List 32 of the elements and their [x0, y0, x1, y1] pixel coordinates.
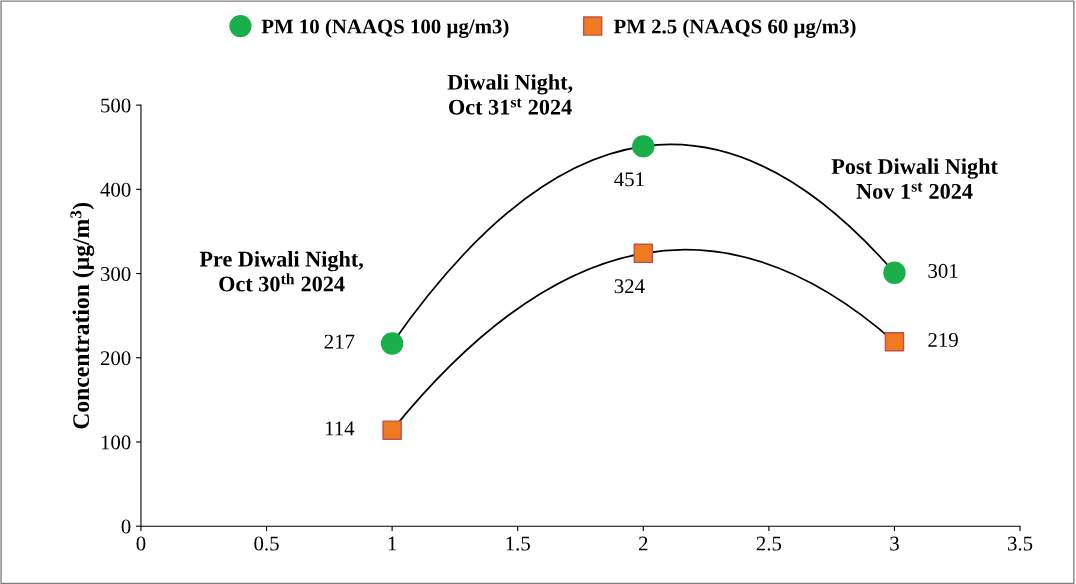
annotation: Pre Diwali Night, Oct 30$^{th}$ 2024: [199, 250, 363, 292]
point: [380, 332, 404, 355]
x-tick-label: 2.5: [756, 536, 782, 551]
point: [883, 261, 906, 284]
point: [632, 135, 655, 158]
point: [633, 243, 654, 264]
y-tick-label: 300: [100, 266, 131, 281]
y-axis-title: Concentration (µg/m$^{3}$): [70, 202, 95, 429]
y-tick-label: 0: [121, 519, 131, 534]
x-tick-label: 2: [639, 536, 648, 551]
data-label: 301: [928, 263, 958, 278]
x-tick-label: 3.5: [1008, 536, 1033, 551]
x-tick-label: 0: [136, 536, 146, 551]
x-tick-label: 1: [388, 536, 397, 551]
point: [382, 420, 402, 440]
x-tick-label: 3: [890, 536, 899, 551]
y-tick-label: 400: [100, 182, 131, 197]
legend-label: PM 2.5 (NAAQS 60 µg/m3): [613, 18, 856, 38]
legend-label: PM 10 (NAAQS 100 µg/m3): [261, 18, 509, 38]
data-label: 114: [325, 421, 355, 436]
x-tick-label: 1.5: [506, 536, 530, 551]
y-tick-label: 100: [101, 435, 131, 450]
data-label: 324: [614, 279, 645, 294]
x-tick-label: 0.5: [254, 536, 279, 551]
y-tick-label: 500: [101, 98, 131, 113]
y-tick-label: 200: [100, 351, 131, 366]
data-label: 217: [324, 334, 355, 349]
annotation: Post Diwali Night Nov 1$^{st}$ 2024: [831, 158, 998, 199]
annotation: Diwali Night, Oct 31$^{st}$ 2024: [447, 74, 573, 115]
data-label: 219: [928, 332, 958, 347]
point: [884, 332, 905, 352]
data-label: 451: [614, 172, 644, 187]
